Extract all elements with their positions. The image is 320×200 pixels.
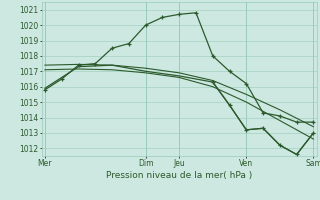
X-axis label: Pression niveau de la mer( hPa ): Pression niveau de la mer( hPa ) bbox=[106, 171, 252, 180]
